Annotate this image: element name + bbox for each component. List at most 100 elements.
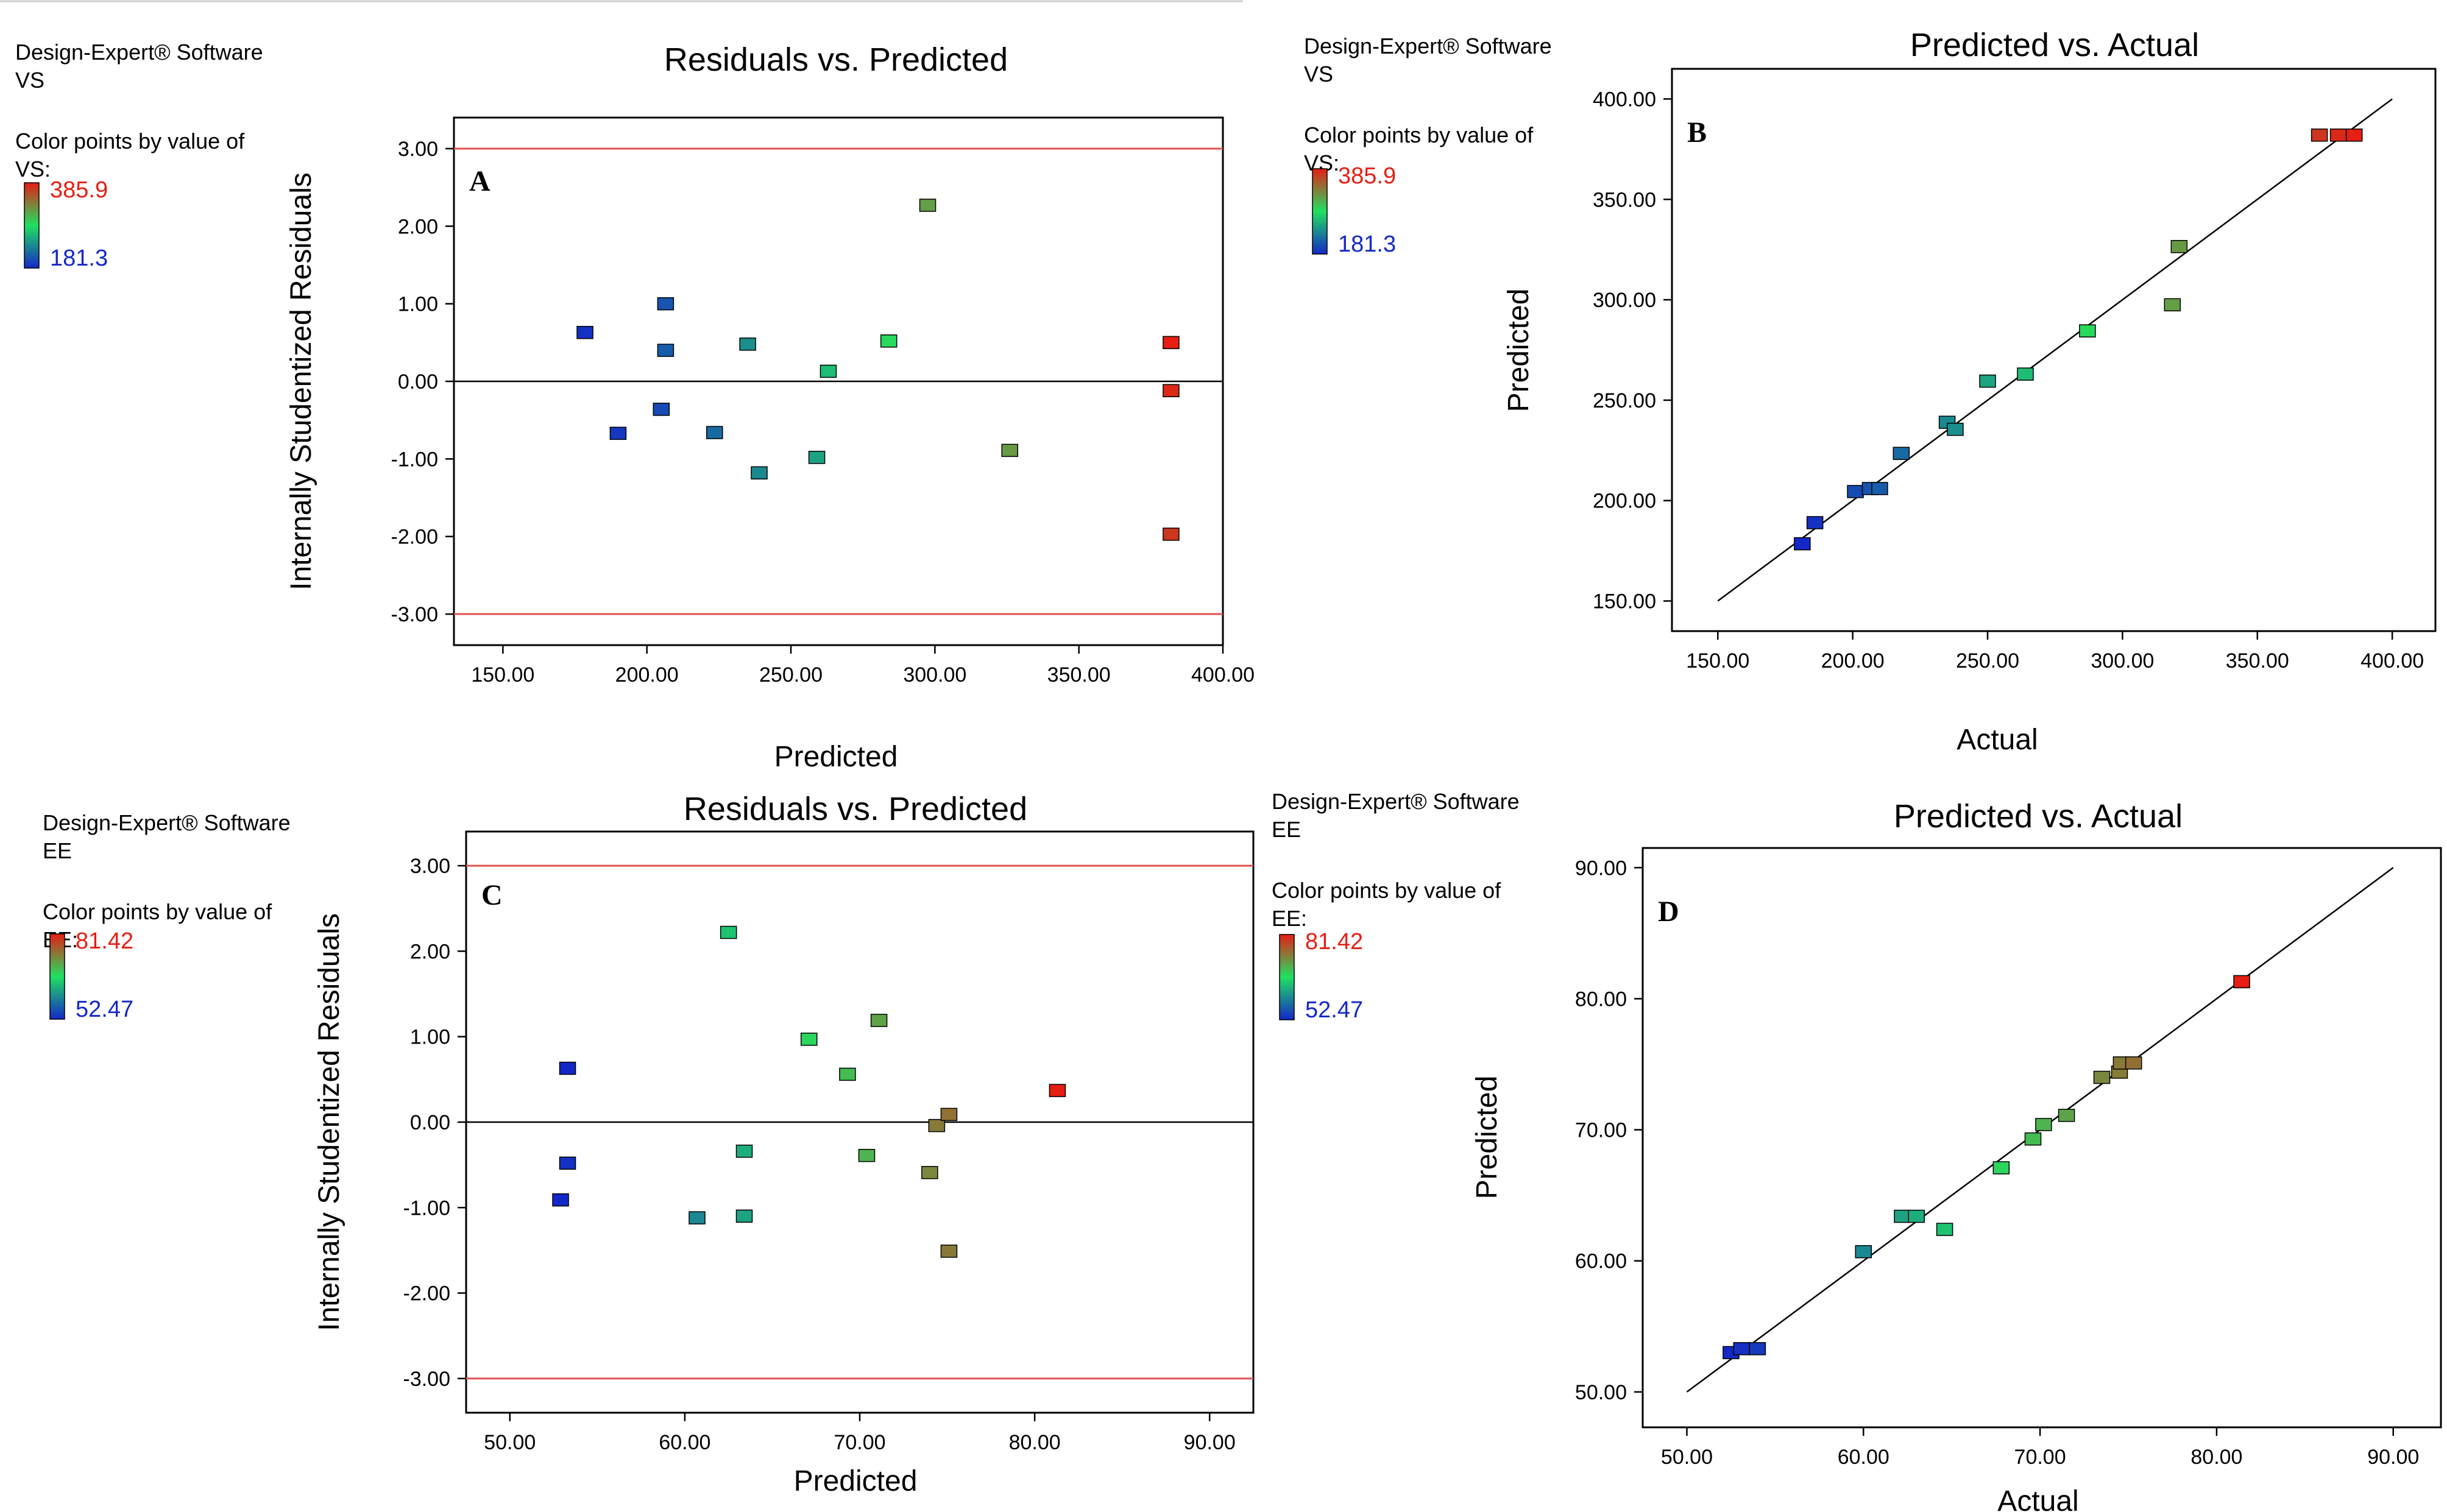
data-point — [1733, 1342, 1751, 1355]
data-point — [2017, 367, 2034, 381]
chart-title: Residuals vs. Predicted — [664, 41, 1008, 78]
y-tick-label: -1.00 — [391, 448, 439, 471]
legend-response-name: EE — [1272, 817, 1301, 842]
plot-frame — [1641, 847, 2442, 1429]
x-tick-label: 150.00 — [1686, 649, 1749, 673]
chart-title: Predicted vs. Actual — [1910, 27, 2199, 63]
data-point — [1794, 537, 1811, 551]
data-point — [820, 364, 837, 378]
legend-heading: Color points by value of — [43, 899, 272, 924]
data-point — [1871, 482, 1888, 495]
y-tick-label: 400.00 — [1593, 88, 1656, 111]
legend-software-name: Design-Expert® Software — [43, 810, 291, 835]
y-axis-label: Internally Studentized Residuals — [285, 172, 317, 590]
y-tick-label: 50.00 — [1575, 1381, 1627, 1404]
y-axis-label: Predicted — [1503, 289, 1535, 412]
data-point — [2079, 324, 2096, 337]
x-tick-label: 80.00 — [1009, 1431, 1061, 1454]
x-tick-label: 80.00 — [2190, 1446, 2242, 1469]
color-scale-max-label: 385.9 — [1338, 163, 1396, 189]
x-tick-label: 400.00 — [2360, 649, 2424, 673]
data-point — [1163, 336, 1180, 350]
x-tick-label: 50.00 — [1661, 1446, 1713, 1469]
data-point — [919, 199, 937, 212]
y-tick-label: 1.00 — [410, 1026, 450, 1049]
data-point — [2035, 1118, 2052, 1131]
y-tick-label: -2.00 — [403, 1282, 451, 1305]
color-scale-min-label: 181.3 — [50, 246, 108, 271]
data-point — [839, 1067, 856, 1081]
data-point — [1979, 374, 1996, 388]
chart-title: Residuals vs. Predicted — [684, 791, 1027, 827]
x-tick-label: 90.00 — [1184, 1431, 1236, 1454]
data-point — [921, 1166, 938, 1179]
data-point — [1806, 516, 1824, 529]
data-point — [2311, 129, 2328, 142]
x-tick-label: 400.00 — [1191, 663, 1255, 687]
color-scale-bar — [24, 182, 40, 269]
legend-variable: EE: — [1272, 906, 1307, 931]
x-tick-label: 300.00 — [2091, 649, 2154, 673]
color-scale-min-label: 52.47 — [1305, 997, 1363, 1023]
data-point — [2170, 239, 2188, 253]
x-tick-label: 150.00 — [471, 663, 534, 687]
y-tick-label: 90.00 — [1575, 857, 1627, 880]
data-point — [1847, 485, 1864, 498]
data-point — [576, 326, 593, 339]
data-point — [800, 1033, 818, 1046]
y-tick-label: 70.00 — [1575, 1119, 1627, 1142]
data-point — [657, 344, 675, 357]
data-point — [1894, 1209, 1911, 1223]
color-scale-max-label: 385.9 — [50, 177, 108, 203]
plot-frame — [1671, 68, 2437, 632]
chart-title: Predicted vs. Actual — [1894, 798, 2183, 835]
legend-response-name: VS — [1304, 62, 1333, 87]
data-point — [1992, 1161, 2010, 1175]
y-tick-label: -2.00 — [391, 526, 439, 549]
data-point — [735, 1144, 753, 1158]
y-tick-label: 150.00 — [1593, 590, 1656, 613]
data-point — [2058, 1109, 2075, 1122]
data-point — [1163, 384, 1180, 398]
x-tick-label: 60.00 — [1838, 1446, 1889, 1469]
y-tick-label: 0.00 — [410, 1111, 450, 1134]
legend-software-name: Design-Expert® Software — [1304, 34, 1552, 58]
color-scale-min-label: 181.3 — [1338, 231, 1396, 257]
data-point — [559, 1156, 576, 1170]
x-tick-label: 250.00 — [759, 663, 823, 687]
data-point — [1893, 447, 1910, 461]
legend-variable: VS: — [15, 157, 51, 182]
data-point — [940, 1245, 958, 1258]
x-tick-label: 50.00 — [484, 1431, 536, 1454]
data-point — [1947, 422, 1964, 436]
legend-software-name: Design-Expert® Software — [1272, 789, 1520, 814]
data-point — [657, 297, 675, 311]
data-point — [808, 451, 826, 464]
y-tick-label: 200.00 — [1593, 490, 1656, 513]
chart-panel-b: Design-Expert® Software VS Color points by… — [1304, 27, 2437, 756]
y-tick-label: 3.00 — [410, 855, 450, 878]
y-tick-label: 2.00 — [410, 940, 450, 963]
data-point — [609, 426, 627, 440]
y-axis-label: Predicted — [1471, 1076, 1503, 1199]
data-point — [1855, 1245, 1872, 1259]
y-tick-label: -3.00 — [391, 603, 439, 626]
data-point — [1749, 1342, 1766, 1355]
data-point — [706, 426, 723, 439]
legend-software-name: Design-Expert® Software — [15, 40, 263, 65]
panel-letter: B — [1687, 116, 1707, 149]
y-tick-label: 250.00 — [1593, 389, 1656, 412]
diagonal-fit-line — [1717, 98, 2393, 602]
data-point — [870, 1014, 888, 1027]
data-point — [2233, 975, 2250, 989]
x-axis-label: Predicted — [774, 741, 898, 773]
x-tick-label: 200.00 — [615, 663, 679, 687]
data-point — [1936, 1223, 1953, 1236]
panel-letter: C — [481, 879, 503, 911]
x-tick-label: 90.00 — [2367, 1446, 2419, 1469]
data-point — [940, 1108, 958, 1122]
x-axis-label: Actual — [1997, 1485, 2078, 1512]
x-tick-label: 60.00 — [659, 1431, 710, 1454]
x-tick-label: 70.00 — [2014, 1446, 2066, 1469]
data-point — [1163, 528, 1180, 541]
